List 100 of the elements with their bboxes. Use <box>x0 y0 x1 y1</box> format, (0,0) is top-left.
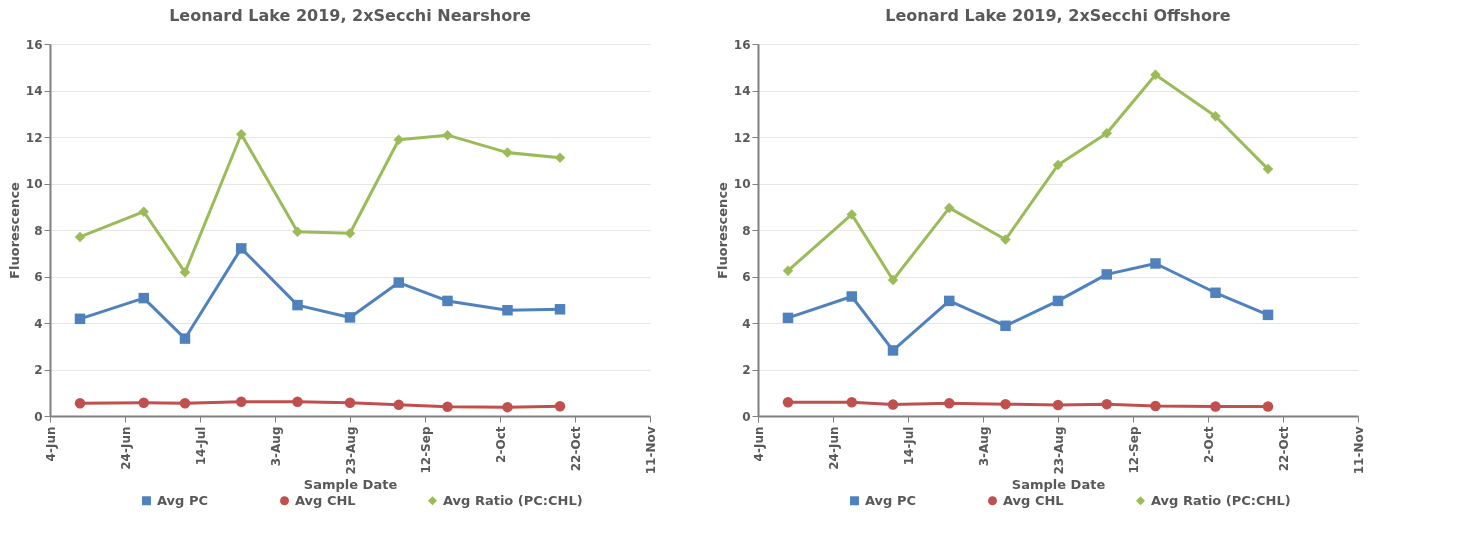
chart-title: Leonard Lake 2019, 2xSecchi Nearshore <box>169 6 532 25</box>
x-tick-label: 14-Jul <box>193 426 208 466</box>
point <box>1150 258 1161 269</box>
point <box>179 333 191 344</box>
point <box>1052 295 1064 307</box>
point <box>292 226 303 238</box>
x-axis-title: Sample Date <box>303 476 398 492</box>
point <box>1101 128 1112 139</box>
x-tick-label: 12-Sep <box>1126 426 1141 474</box>
point <box>782 312 794 324</box>
point <box>74 231 86 243</box>
point <box>887 274 899 286</box>
point <box>393 277 404 288</box>
x-tick-label: 23-Aug <box>343 426 358 475</box>
point <box>138 292 149 304</box>
y-tick-label: 12 <box>733 130 751 145</box>
point <box>1101 398 1112 410</box>
x-tick-label: 2-Oct <box>1201 426 1216 463</box>
point <box>1052 399 1064 411</box>
point <box>1262 401 1274 412</box>
y-tick-label: 16 <box>25 37 43 52</box>
y-tick-label: 12 <box>25 130 43 145</box>
point <box>846 397 857 408</box>
point <box>179 397 191 409</box>
x-tick-label: 3-Aug <box>976 426 991 467</box>
point <box>554 304 566 315</box>
legend-label: Avg Ratio (PC:CHL) <box>1151 492 1291 508</box>
point <box>74 313 86 325</box>
chart-title: Leonard Lake 2019, 2xSecchi Offshore <box>885 6 1231 25</box>
point <box>554 152 566 163</box>
x-tick-label: 3-Aug <box>268 426 283 467</box>
y-tick-label: 10 <box>733 177 751 191</box>
point <box>846 291 857 302</box>
legend-label: Avg Ratio (PC:CHL) <box>443 492 583 508</box>
point <box>944 202 955 214</box>
x-tick-label: 11-Nov <box>643 426 658 475</box>
point <box>554 401 566 412</box>
point <box>502 147 513 158</box>
point <box>502 304 513 316</box>
point <box>1262 163 1274 175</box>
point <box>1000 234 1011 245</box>
point <box>442 129 453 141</box>
point <box>442 401 453 412</box>
y-tick-label: 14 <box>25 84 43 98</box>
point <box>236 396 247 408</box>
point <box>1000 320 1011 332</box>
point <box>846 209 857 220</box>
y-tick-label: 4 <box>742 316 751 331</box>
point <box>344 312 356 323</box>
x-tick-label: 22-Oct <box>568 426 583 472</box>
point <box>1000 398 1011 410</box>
point <box>292 299 303 311</box>
x-tick-label: 12-Sep <box>418 426 433 474</box>
point <box>344 397 356 408</box>
point <box>1210 111 1221 122</box>
x-tick-label: 22-Oct <box>1276 426 1291 472</box>
point <box>1150 69 1161 80</box>
point <box>236 128 247 140</box>
y-axis-title: Fluorescence <box>6 181 22 279</box>
point <box>442 295 453 307</box>
y-tick-label: 16 <box>733 37 751 52</box>
point <box>292 396 303 408</box>
point <box>138 206 149 217</box>
x-tick-label: 24-Jun <box>826 426 841 470</box>
point <box>393 134 404 146</box>
x-tick-label: 11-Nov <box>1351 426 1366 475</box>
y-tick-label: 14 <box>733 84 751 98</box>
point <box>393 399 404 411</box>
point <box>502 401 513 413</box>
point <box>887 345 899 356</box>
point <box>1210 401 1221 412</box>
point <box>1150 400 1161 412</box>
point <box>782 265 794 276</box>
y-tick-label: 0 <box>742 409 751 424</box>
point <box>236 243 247 254</box>
y-tick-label: 8 <box>742 223 751 238</box>
point <box>1052 159 1064 171</box>
x-tick-label: 24-Jun <box>118 426 133 470</box>
y-tick-label: 4 <box>34 316 43 331</box>
y-tick-label: 8 <box>34 223 43 238</box>
y-axis-title: Fluorescence <box>714 181 730 279</box>
x-tick-label: 23-Aug <box>1051 426 1066 475</box>
point <box>344 228 356 239</box>
point <box>944 295 955 307</box>
legend-label: Avg CHL <box>1003 492 1064 508</box>
x-tick-label: 14-Jul <box>901 426 916 466</box>
x-tick-label: 4-Jun <box>751 426 766 462</box>
y-tick-label: 2 <box>742 363 751 377</box>
y-tick-label: 10 <box>25 177 43 191</box>
point <box>782 397 794 408</box>
point <box>138 397 149 408</box>
y-tick-label: 2 <box>34 363 43 377</box>
y-tick-label: 0 <box>34 409 43 424</box>
legend-label: Avg PC <box>865 492 916 508</box>
y-tick-label: 6 <box>34 270 43 284</box>
point <box>74 397 86 409</box>
point <box>944 397 955 409</box>
point <box>1262 309 1274 321</box>
x-tick-label: 4-Jun <box>43 426 58 462</box>
point <box>1210 287 1221 299</box>
